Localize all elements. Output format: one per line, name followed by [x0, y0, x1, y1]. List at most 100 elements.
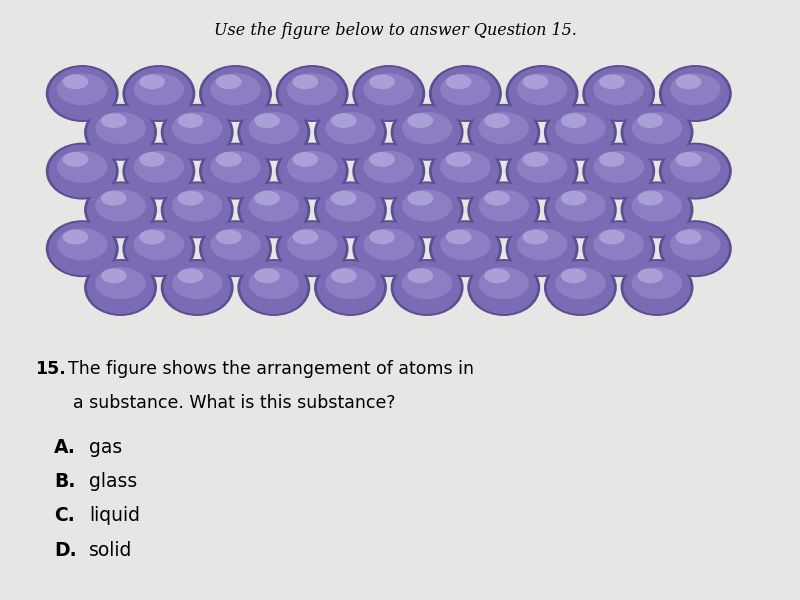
Ellipse shape — [544, 259, 617, 316]
Ellipse shape — [594, 73, 644, 105]
Ellipse shape — [172, 190, 222, 221]
Ellipse shape — [544, 104, 617, 161]
Ellipse shape — [484, 268, 510, 283]
Ellipse shape — [254, 268, 280, 283]
Ellipse shape — [139, 230, 165, 244]
Ellipse shape — [517, 73, 567, 105]
Ellipse shape — [394, 261, 461, 314]
Ellipse shape — [407, 191, 433, 206]
Ellipse shape — [394, 106, 461, 159]
Ellipse shape — [555, 190, 606, 221]
Ellipse shape — [467, 181, 540, 238]
Ellipse shape — [317, 261, 384, 314]
Ellipse shape — [522, 74, 548, 89]
Text: a substance. What is this substance?: a substance. What is this substance? — [73, 394, 395, 412]
Ellipse shape — [623, 184, 690, 236]
Ellipse shape — [276, 65, 349, 122]
Ellipse shape — [278, 222, 346, 275]
Ellipse shape — [402, 267, 452, 299]
Ellipse shape — [126, 67, 193, 120]
Ellipse shape — [394, 184, 461, 236]
Ellipse shape — [331, 191, 357, 206]
Ellipse shape — [355, 145, 422, 197]
Ellipse shape — [62, 230, 88, 244]
Text: The figure shows the arrangement of atoms in: The figure shows the arrangement of atom… — [68, 360, 474, 378]
Ellipse shape — [517, 151, 567, 183]
Ellipse shape — [546, 261, 614, 314]
Ellipse shape — [276, 220, 349, 277]
Text: D.: D. — [54, 541, 77, 560]
Ellipse shape — [122, 220, 195, 277]
Ellipse shape — [676, 230, 702, 244]
Ellipse shape — [440, 73, 490, 105]
Ellipse shape — [670, 151, 721, 183]
Ellipse shape — [95, 267, 146, 299]
Ellipse shape — [293, 152, 318, 167]
Ellipse shape — [446, 74, 471, 89]
Ellipse shape — [363, 229, 414, 260]
Ellipse shape — [87, 184, 154, 236]
Ellipse shape — [484, 113, 510, 128]
Ellipse shape — [440, 229, 490, 260]
Ellipse shape — [446, 152, 471, 167]
Ellipse shape — [638, 113, 663, 128]
Ellipse shape — [202, 222, 269, 275]
Ellipse shape — [594, 151, 644, 183]
Ellipse shape — [555, 267, 606, 299]
Ellipse shape — [84, 181, 157, 238]
Ellipse shape — [659, 65, 732, 122]
Ellipse shape — [95, 190, 146, 221]
Ellipse shape — [561, 191, 586, 206]
Ellipse shape — [202, 67, 269, 120]
Ellipse shape — [163, 106, 231, 159]
Ellipse shape — [478, 267, 529, 299]
Ellipse shape — [254, 191, 280, 206]
Text: glass: glass — [89, 472, 137, 491]
Ellipse shape — [178, 113, 203, 128]
Ellipse shape — [62, 74, 88, 89]
Ellipse shape — [314, 259, 387, 316]
Ellipse shape — [470, 261, 538, 314]
Ellipse shape — [402, 112, 452, 144]
Ellipse shape — [467, 104, 540, 161]
Ellipse shape — [544, 181, 617, 238]
Ellipse shape — [363, 151, 414, 183]
Ellipse shape — [623, 261, 690, 314]
Ellipse shape — [506, 143, 578, 200]
Ellipse shape — [238, 181, 310, 238]
Ellipse shape — [254, 113, 280, 128]
Ellipse shape — [57, 151, 107, 183]
Ellipse shape — [240, 261, 307, 314]
Ellipse shape — [638, 191, 663, 206]
Ellipse shape — [632, 190, 682, 221]
Ellipse shape — [87, 106, 154, 159]
Ellipse shape — [632, 112, 682, 144]
Ellipse shape — [407, 113, 433, 128]
Ellipse shape — [139, 152, 165, 167]
Text: A.: A. — [54, 437, 76, 457]
Ellipse shape — [199, 65, 272, 122]
Ellipse shape — [585, 145, 652, 197]
Ellipse shape — [402, 190, 452, 221]
Ellipse shape — [522, 230, 548, 244]
Ellipse shape — [632, 267, 682, 299]
Ellipse shape — [249, 267, 299, 299]
Text: 15.: 15. — [35, 360, 66, 378]
Ellipse shape — [84, 104, 157, 161]
Ellipse shape — [429, 65, 502, 122]
Ellipse shape — [432, 145, 499, 197]
Ellipse shape — [407, 268, 433, 283]
Ellipse shape — [484, 191, 510, 206]
Ellipse shape — [46, 143, 118, 200]
Ellipse shape — [178, 191, 203, 206]
Ellipse shape — [370, 230, 395, 244]
Ellipse shape — [621, 259, 694, 316]
Ellipse shape — [163, 184, 231, 236]
Ellipse shape — [561, 268, 586, 283]
Text: solid: solid — [89, 541, 132, 560]
Ellipse shape — [210, 229, 261, 260]
Ellipse shape — [352, 143, 426, 200]
Ellipse shape — [57, 229, 107, 260]
Ellipse shape — [101, 191, 126, 206]
Ellipse shape — [555, 112, 606, 144]
